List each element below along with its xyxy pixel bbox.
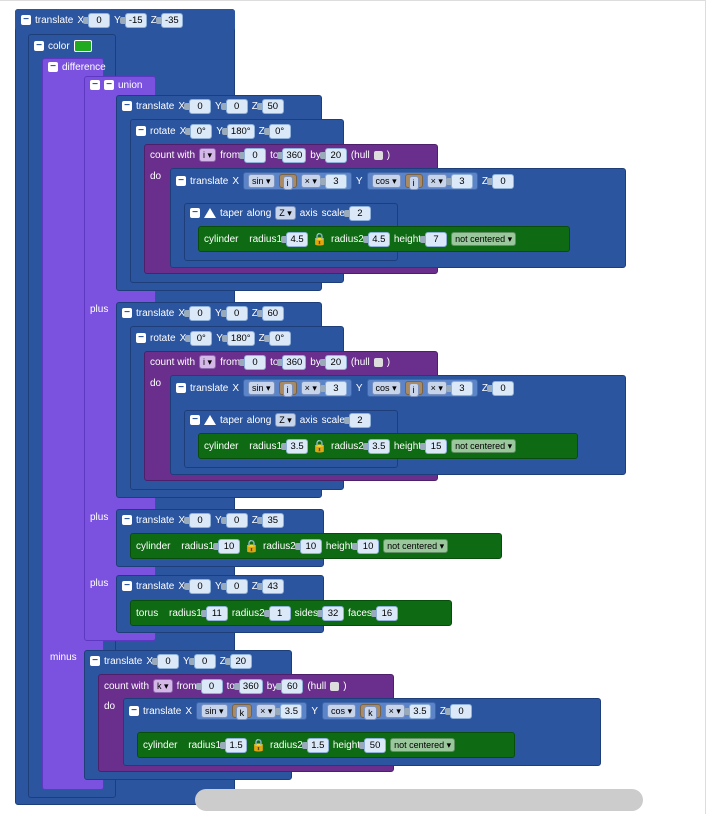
hull-checkbox[interactable] xyxy=(373,357,383,367)
math-expression[interactable]: sin ▾ i × ▾ 3 xyxy=(243,172,352,190)
warning-icon[interactable] xyxy=(204,208,216,218)
math-expression[interactable]: cos ▾ i × ▾ 3 xyxy=(366,172,478,190)
collapse-icon[interactable]: − xyxy=(176,176,186,186)
plus-label: plus xyxy=(90,512,109,523)
color-swatch[interactable] xyxy=(73,40,92,52)
collapse-icon[interactable]: − xyxy=(90,80,100,90)
warning-icon[interactable] xyxy=(204,415,216,425)
lock-icon[interactable]: 🔒 xyxy=(244,539,260,553)
plus-label: plus xyxy=(90,304,109,315)
math-expression[interactable]: cos ▾ i × ▾ 3 xyxy=(366,379,478,397)
collapse-icon[interactable]: − xyxy=(176,383,186,393)
outer-z-field[interactable]: -35 xyxy=(155,12,183,28)
collapse-icon[interactable]: − xyxy=(190,415,200,425)
cylinder-block[interactable] xyxy=(198,226,570,252)
outer-translate-label: translate xyxy=(35,14,74,26)
collapse-icon[interactable]: − xyxy=(122,308,132,318)
math-expression[interactable]: sin ▾ k × ▾ 3.5 xyxy=(196,702,308,720)
collapse-icon[interactable]: − xyxy=(48,62,58,72)
collapse-icon[interactable]: − xyxy=(129,706,139,716)
plus-label: plus xyxy=(90,578,109,589)
math-expression[interactable]: cos ▾ k × ▾ 3.5 xyxy=(322,702,436,720)
var-dropdown[interactable]: k ▾ xyxy=(153,679,173,693)
collapse-icon[interactable]: − xyxy=(136,333,146,343)
hull-checkbox[interactable] xyxy=(373,150,383,160)
collapse-icon[interactable]: − xyxy=(34,41,44,51)
collapse-icon[interactable]: − xyxy=(21,15,31,25)
minus-label: minus xyxy=(50,652,77,663)
collapse-icon[interactable]: − xyxy=(122,515,132,525)
lock-icon[interactable]: 🔒 xyxy=(312,439,328,453)
math-expression[interactable]: sin ▾ i × ▾ 3 xyxy=(243,379,352,397)
collapse-icon[interactable]: − xyxy=(104,80,114,90)
lock-icon[interactable]: 🔒 xyxy=(251,738,267,752)
var-dropdown[interactable]: i ▾ xyxy=(199,148,217,162)
var-dropdown[interactable]: i ▾ xyxy=(199,355,217,369)
collapse-icon[interactable]: − xyxy=(136,126,146,136)
collapse-icon[interactable]: − xyxy=(90,656,100,666)
collapse-icon[interactable]: − xyxy=(122,101,132,111)
hull-checkbox[interactable] xyxy=(330,681,340,691)
horizontal-scrollbar[interactable] xyxy=(195,789,643,811)
lock-icon[interactable]: 🔒 xyxy=(312,232,328,246)
outer-y-field[interactable]: -15 xyxy=(119,12,147,28)
torus-block[interactable] xyxy=(130,600,452,626)
collapse-icon[interactable]: − xyxy=(190,208,200,218)
outer-x-field[interactable]: 0 xyxy=(83,12,111,28)
collapse-icon[interactable]: − xyxy=(122,581,132,591)
